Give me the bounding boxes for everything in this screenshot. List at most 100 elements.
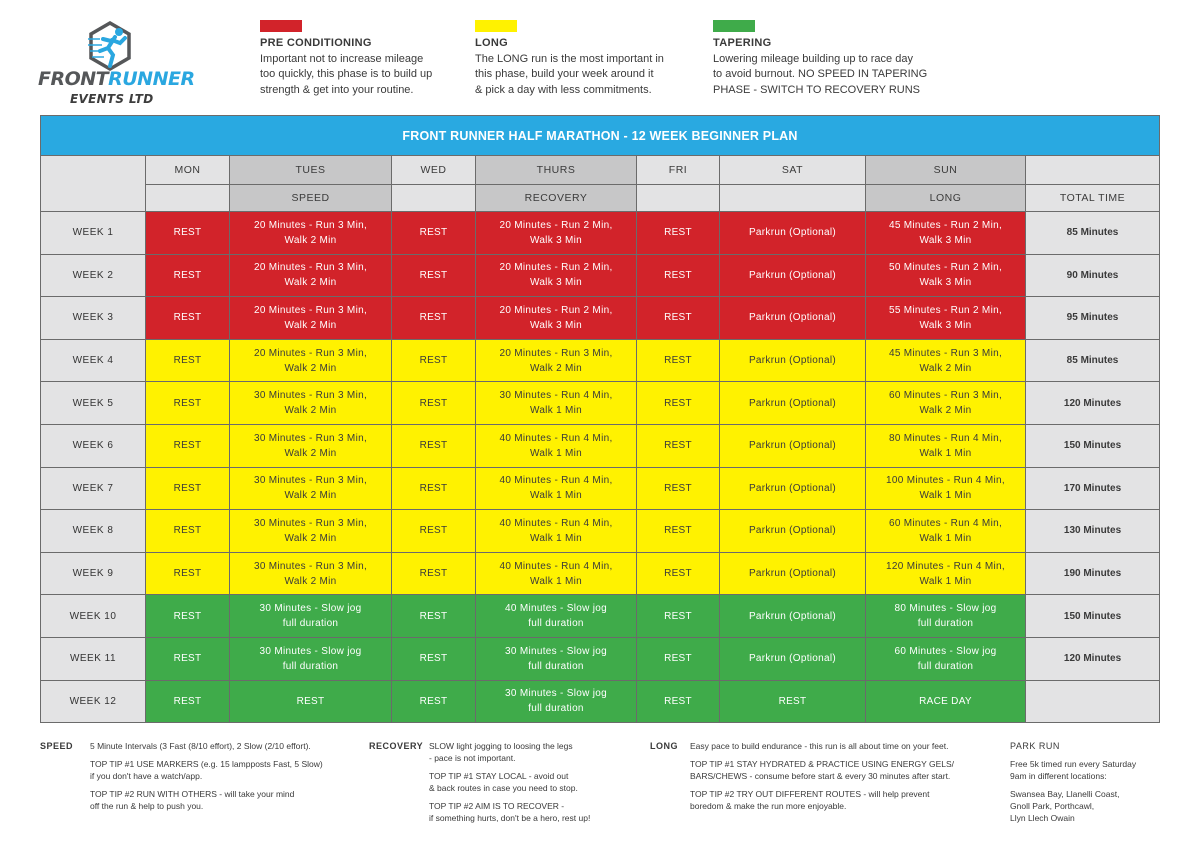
note-text: TOP TIP #2 AIM IS TO RECOVER - [429,801,565,811]
session-cell-tues: 20 Minutes - Run 3 Min, Walk 2 Min [229,338,392,383]
session-cell-wed: REST [391,679,476,724]
total-time-cell: 85 Minutes [1024,338,1161,383]
session-text: 80 Minutes - Slow jog [894,603,997,615]
session-cell-sat: Parkrun (Optional) [719,594,866,638]
session-cell-thurs: 20 Minutes - Run 2 Min, Walk 3 Min [475,253,637,298]
session-cell-sun: 100 Minutes - Run 4 Min, Walk 1 Min [865,466,1026,511]
session-cell-fri: REST [636,423,720,468]
session-cell-thurs: 30 Minutes - Slow jog full duration [475,636,637,681]
session-cell-wed: REST [391,551,476,596]
week-row: WEEK 7 REST 30 Minutes - Run 3 Min, Walk 2 … [40,466,1161,511]
session-cell-mon: REST [145,594,230,638]
week-row: WEEK 4 REST 20 Minutes - Run 3 Min, Walk 2 … [40,338,1161,383]
total-time-cell: 150 Minutes [1024,423,1161,468]
session-cell-sat: Parkrun (Optional) [719,338,866,383]
week-label: WEEK 8 [40,509,146,553]
session-cell-thurs: 40 Minutes - Run 4 Min, Walk 1 Min [475,551,637,596]
session-cell-tues: 30 Minutes - Run 3 Min, Walk 2 Min [229,551,392,596]
session-cell-wed: REST [391,211,476,255]
session-cell-wed: REST [391,338,476,383]
total-time-cell: 150 Minutes [1024,594,1161,638]
session-cell-tues: 30 Minutes - Slow jog full duration [229,636,392,681]
week-label: WEEK 3 [40,296,146,340]
total-time-cell: 130 Minutes [1024,509,1161,553]
session-text: REST [296,695,325,707]
session-cell-fri: REST [636,551,720,596]
session-text: Walk 2 Min [284,532,337,544]
session-text: 50 Minutes - Run 2 Min, [888,262,1003,274]
session-text: Walk 2 Min [284,362,337,374]
session-text: Walk 2 Min [284,277,337,289]
session-text: full duration [282,618,339,630]
day-header-blank [1024,155,1161,185]
legend-line: PHASE - SWITCH TO RECOVERY RUNS [713,83,921,96]
session-text: 40 Minutes - Run 4 Min, [499,432,613,444]
session-cell-fri: REST [636,636,720,681]
session-text: 120 Minutes - Run 4 Min, [886,560,1005,572]
note-text: Gnoll Park, Porthcawl, [1010,801,1095,811]
session-text: 60 Minutes - Run 4 Min, [888,517,1003,529]
session-cell-tues: 30 Minutes - Run 3 Min, Walk 2 Min [229,381,392,425]
session-cell-sat: Parkrun (Optional) [719,509,866,553]
session-cell-tues: 30 Minutes - Run 3 Min, Walk 2 Min [229,509,392,553]
session-text: Walk 3 Min [529,319,583,331]
week-row: WEEK 10 REST 30 Minutes - Slow jog full dur… [40,594,1161,638]
session-cell-sun: 45 Minutes - Run 3 Min, Walk 2 Min [865,338,1026,383]
legend-title: LONG [475,37,508,49]
legend-title: PRE CONDITIONING [260,37,372,49]
note-text: SLOW light jogging to loosing the legs [429,741,573,751]
week-label: WEEK 10 [40,594,146,638]
running-man-hexagon-icon [88,21,131,71]
session-header-fri [636,184,720,212]
session-cell-wed: REST [391,636,476,681]
legend-long: LONG The LONG run is the most important … [475,20,705,98]
session-cell-tues: 30 Minutes - Run 3 Min, Walk 2 Min [229,423,392,468]
day-header-thurs: THURS [475,155,637,185]
session-text: 45 Minutes - Run 3 Min, [888,347,1003,359]
session-text: 30 Minutes - Run 3 Min, [253,432,368,444]
session-cell-mon: REST [145,381,230,425]
session-text: 20 Minutes - Run 2 Min, [499,219,613,231]
session-text: 30 Minutes - Slow jog [505,688,607,700]
session-text: Walk 1 Min [529,447,583,459]
training-plan-table: FRONT RUNNER HALF MARATHON - 12 WEEK BEG… [39,115,1161,724]
note-text: 9am in different locations: [1010,771,1107,781]
session-text: Walk 2 Min [284,490,337,502]
session-text: full duration [917,618,974,630]
session-cell-mon: REST [145,253,230,298]
session-text: 20 Minutes - Run 3 Min, [253,219,368,231]
session-text: 30 Minutes - Run 3 Min, [253,390,368,402]
session-cell-tues: 20 Minutes - Run 3 Min, Walk 2 Min [229,253,392,298]
session-text: 20 Minutes - Run 3 Min, [499,347,613,359]
session-text: Walk 2 Min [919,362,972,374]
logo-word-front: FRONT [38,68,109,90]
week-row: WEEK 1 REST 20 Minutes - Run 3 Min, Walk 2 … [40,211,1161,255]
session-cell-fri: REST [636,211,720,255]
week-label: WEEK 4 [40,338,146,383]
session-cell-sat: REST [719,679,866,724]
session-text: Walk 1 Min [529,405,583,417]
session-text: 20 Minutes - Run 2 Min, [499,304,613,316]
note-text: TOP TIP #1 STAY HYDRATED & PRACTICE USIN… [690,759,955,769]
week-row: WEEK 11 REST 30 Minutes - Slow jog full dur… [40,636,1161,681]
legend-line: The LONG run is the most important in [475,52,664,65]
session-cell-wed: REST [391,466,476,511]
session-text: 40 Minutes - Slow jog [505,603,607,615]
session-cell-mon: REST [145,551,230,596]
session-cell-sun: RACE DAY [865,679,1026,724]
note-text: & back routes in case you need to stop. [429,783,578,793]
session-cell-wed: REST [391,296,476,340]
legend-line: too quickly, this phase is to build up [260,68,433,80]
session-text: Walk 3 Min [529,234,583,246]
note-text: BARS/CHEWS - consume before start & ever… [690,771,951,781]
session-text: 30 Minutes - Run 3 Min, [253,560,368,572]
session-cell-mon: REST [145,211,230,255]
session-cell-sun: 60 Minutes - Run 3 Min, Walk 2 Min [865,381,1026,425]
session-text: 30 Minutes - Slow jog [505,645,607,657]
total-time-cell: 170 Minutes [1024,466,1161,511]
session-text: Walk 3 Min [529,277,583,289]
session-cell-mon: REST [145,466,230,511]
note-text: TOP TIP #2 TRY OUT DIFFERENT ROUTES - wi… [690,789,930,799]
session-cell-wed: REST [391,594,476,638]
total-time-cell: 120 Minutes [1024,636,1161,681]
